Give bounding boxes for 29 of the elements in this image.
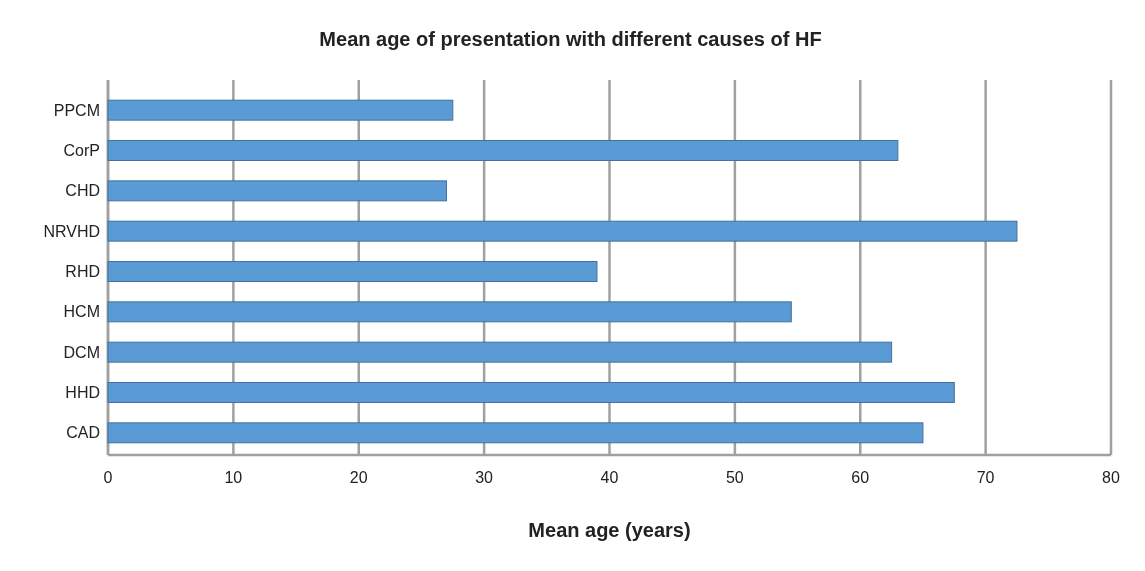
x-tick-label: 10	[224, 469, 243, 486]
y-tick-label: CHD	[65, 182, 100, 200]
chart-title: Mean age of presentation with different causes of HF	[319, 28, 822, 50]
y-tick-label: HHD	[65, 384, 100, 402]
bar	[107, 301, 792, 323]
bar	[107, 382, 955, 403]
y-tick-label: RHD	[65, 263, 100, 281]
x-tick-label: 20	[349, 469, 368, 486]
bar	[107, 341, 893, 363]
bar	[107, 261, 598, 282]
x-tick-label: 40	[600, 469, 619, 486]
bar	[107, 422, 924, 444]
x-tick-label: 60	[851, 469, 870, 486]
y-tick-label: PPCM	[53, 101, 100, 119]
y-tick-label: CAD	[66, 424, 100, 442]
x-tick-label: 0	[103, 469, 113, 486]
bar	[107, 220, 1018, 242]
x-tick-label: 50	[725, 469, 744, 486]
y-tick-label: CorP	[63, 142, 100, 160]
y-tick-label: HCM	[63, 303, 100, 321]
bar	[107, 99, 454, 121]
y-tick-label: DCM	[63, 343, 100, 361]
x-tick-label: 70	[976, 469, 995, 486]
x-axis-title: Mean age (years)	[528, 519, 691, 541]
y-tick-label: NRVHD	[43, 222, 100, 240]
bar	[107, 180, 448, 202]
bar	[107, 140, 899, 161]
x-tick-label: 80	[1102, 469, 1120, 486]
x-tick-label: 30	[475, 469, 494, 486]
